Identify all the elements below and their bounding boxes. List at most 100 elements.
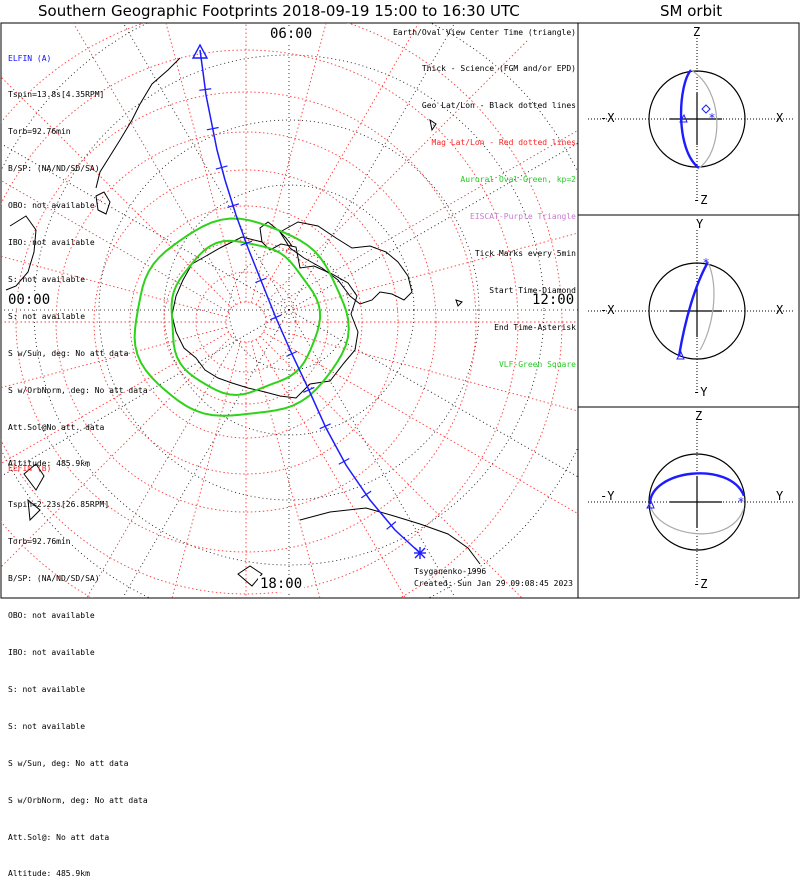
south-america-coast [279,221,413,305]
mag-lat-circle [195,271,297,373]
elfin-b-line: S: not available [8,721,86,731]
main-title: Southern Geographic Footprints 2018-09-1… [38,2,520,20]
trajectory-tick [240,240,253,246]
footprint-figure: * * * [0,22,800,599]
created-label: Created: Sun Jan 29 09:08:45 2023 [414,579,573,588]
mag-lon-line [259,38,530,309]
map-legend: Earth/Oval View Center Time (triangle) T… [393,2,576,383]
trajectory-tick [386,521,397,530]
elfin-a-info: ELFIN (A) Tspin=13.8s[4.35RPM] Torb=92.7… [8,28,148,483]
geo-lon-line [288,309,456,598]
axis-label-right: X [776,111,784,125]
trajectory-tick [255,277,267,284]
tasmania-coast [237,565,263,587]
trajectory-tick [206,126,219,131]
geo-lon-line [288,142,578,311]
orbit-panel-3-frame [577,406,800,599]
australia-south-coast [299,507,481,565]
legend-item: End Time-Asterisk [494,322,576,332]
islands-top [429,118,463,307]
orbit-title: SM orbit [660,2,723,20]
geo-grid [1,23,578,598]
elfin-a-line: OBO: not available [8,201,95,211]
elfin-a-line: S: not available [8,311,86,321]
svg-text:*: * [738,495,744,509]
trajectory-tick [227,203,239,209]
axis-label-top: Z [693,25,701,39]
axis-label-right: Y [776,489,784,503]
mag-lon-line [259,335,523,598]
geo-lon-line [288,23,456,311]
axis-label-left: -X [600,111,615,125]
elfin-b-line: Torb=92.76min [8,537,71,547]
elfin-a-line: S: not available [8,274,86,284]
time-label-bottom: 18:00 [258,576,305,592]
elfin-a-end-asterisk [414,547,426,559]
auroral-oval-outer [133,217,350,417]
elfin-b-line: S w/Sun, deg: No att data [8,758,129,768]
orbit-panel-2: * [588,230,794,392]
elfin-a-line: Altitude: 485.9km [8,459,90,469]
axis-label-bottom: -Z [693,193,708,207]
axis-label-left: -X [600,303,615,317]
elfin-a-start-triangle [191,43,209,59]
mag-lon-line [263,129,578,313]
legend-item: Auroral Oval-Green, kp=2 [460,175,576,185]
mag-lon-line [250,341,321,598]
geo-lon-line [288,309,578,478]
mag-lon-line [265,232,578,318]
geo-lon-line [122,23,290,311]
trajectory-tick [338,457,350,465]
elfin-a-line: B/SP: (NA/ND/SD/SA) [8,164,100,174]
auroral-oval-inner [170,239,322,397]
mag-lon-line [255,23,420,305]
mag-lon-line [1,335,233,568]
legend-item: Thick - Science (FGM and/or EPD) [421,64,576,74]
trajectory-tick [303,386,315,393]
mag-lon-line [1,76,233,309]
elfin-b-line: IBO: not available [8,648,95,658]
geo-lon-line [122,309,290,598]
geo-lat-circle [98,119,480,501]
legend-item: Mag Lat/Lon - Red dotted lines [431,138,577,148]
orbit-panel-3: * [588,422,794,583]
geo-lon-line [1,309,290,477]
mag-lat-circle [15,91,477,553]
trajectory-tick [319,423,331,430]
trajectory-tick [286,350,298,357]
model-label: Tsyganenko-1996 [414,567,487,576]
axis-label-top: Y [696,217,704,231]
elfin-b-info: ELFIN (B) Tspin=2.23s[26.85RPM] Torb=92.… [8,438,148,893]
mag-lon-line [250,23,327,303]
orbit-panel-1-labels: Z -Z -X X [578,23,799,215]
orbit-panel-2-labels: Y -Y -X X [578,215,799,407]
elfin-b-line: Altitude: 485.9km [8,869,90,879]
svg-text:*: * [703,256,709,270]
mag-grid [1,23,578,598]
new-zealand-coast [23,463,45,522]
axis-label-bottom: -Y [693,385,708,399]
elfin-b-header: ELFIN (B) [8,463,52,473]
orbit-panel-3-labels: Z -Z -Y Y [578,407,799,598]
trajectory-tick [360,490,372,499]
mag-lon-line [265,326,578,412]
elfin-b-line: B/SP: (NA/ND/SD/SA) [8,574,100,584]
elfin-b-line: S w/OrbNorm, deg: No att data [8,795,148,805]
mag-lon-line [165,23,242,303]
antarctica-coast [171,236,359,399]
axis-label-left: -Y [600,489,615,503]
mag-lat-circle [225,301,267,343]
elfin-a-line: S w/OrbNorm, deg: No att data [8,385,148,395]
elfin-a-line: Tspin=13.8s[4.35RPM] [8,90,105,100]
legend-item: Start Time-Diamond [489,285,576,295]
legend-item: VLF-Green Square [498,359,576,369]
auroral-oval [133,217,350,417]
elfin-a-trajectory [199,49,421,554]
elfin-b-line: Tspin=2.23s[26.85RPM] [8,500,110,510]
geo-lon-line [1,143,290,311]
orbit-panel-1: * [588,38,794,200]
axis-label-right: X [776,303,784,317]
elfin-a-header: ELFIN (A) [8,53,52,63]
time-label-left: 00:00 [6,292,53,308]
legend-item: EISCAT-Purple Triangle [470,212,576,222]
